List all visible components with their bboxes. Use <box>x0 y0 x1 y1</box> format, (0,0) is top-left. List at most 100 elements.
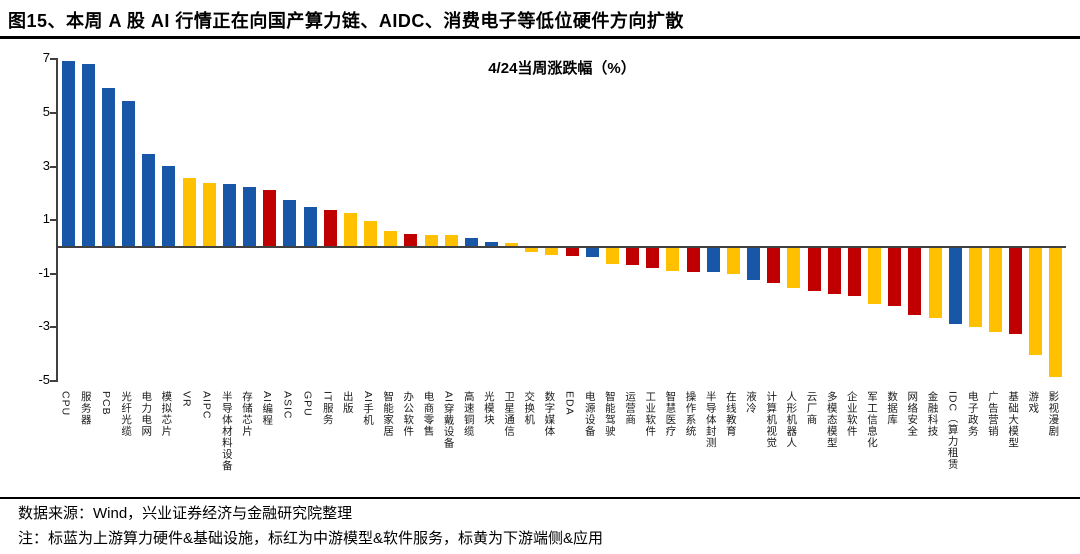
y-tick-label: 5 <box>42 104 50 119</box>
data-source-text: 数据来源：Wind，兴业证券经济与金融研究院整理 <box>18 505 353 522</box>
x-axis-label: 服务器 <box>79 391 92 426</box>
x-axis-label: 出版 <box>341 391 354 414</box>
bar <box>464 238 478 246</box>
x-axis-line <box>58 246 1066 248</box>
y-tick-label: -1 <box>38 264 50 280</box>
x-axis-label: 基础大模型 <box>1007 391 1020 449</box>
y-tick-mark <box>50 58 56 61</box>
bar <box>1009 248 1023 334</box>
bar <box>565 248 579 256</box>
bar <box>686 248 700 273</box>
x-axis-label: GPU <box>301 391 314 417</box>
bar <box>706 248 720 273</box>
bar <box>162 165 176 246</box>
bar <box>505 243 519 246</box>
title-divider <box>0 36 1080 39</box>
bar <box>605 248 619 265</box>
y-axis-line <box>56 58 58 382</box>
bar <box>182 177 196 246</box>
x-axis-label: 卫星通信 <box>503 391 516 437</box>
bar <box>101 87 115 246</box>
color-legend-note: 注：标蓝为上游算力硬件&基础设施，标红为中游模型&软件服务，标黄为下游端侧&应用 <box>18 530 604 547</box>
bar <box>868 248 881 305</box>
x-axis-label: AI手机 <box>362 391 374 426</box>
y-tick-mark <box>50 112 56 114</box>
bar <box>807 248 821 291</box>
bar <box>384 231 398 246</box>
x-axis-label: 军工信息化 <box>866 391 878 449</box>
y-tick-label: 1 <box>42 211 50 227</box>
bar <box>847 248 861 297</box>
bar <box>142 153 156 246</box>
x-axis-label: 智慧医疗 <box>664 391 677 437</box>
bar <box>303 207 317 246</box>
x-axis-label: 多模态模型 <box>825 391 838 449</box>
x-axis-label: 光模块 <box>482 391 495 426</box>
bar <box>484 242 498 246</box>
bar <box>888 248 902 306</box>
bar <box>626 248 640 266</box>
x-axis-label: VR <box>180 391 193 408</box>
x-axis-label: 办公软件 <box>402 391 415 437</box>
x-axis-label: 液冷 <box>745 391 757 414</box>
bar <box>525 248 539 252</box>
x-axis-label: 影视漫剧 <box>1047 391 1060 437</box>
bar <box>1049 248 1063 377</box>
x-axis-label: 高速铜缆 <box>462 391 475 437</box>
figure-title: 图15、本周 A 股 AI 行情正在向国产算力链、AIDC、消费电子等低位硬件方… <box>8 11 684 31</box>
bar-chart: 4/24当周涨跌幅（%） 7 5 3 1 -1 -3 -5 CPU 服务器 PCB 光纤光缆 电力电… <box>38 50 1066 472</box>
x-axis-label: IT服务 <box>321 391 334 426</box>
bar <box>666 248 680 271</box>
x-axis-label: 半导体封测 <box>704 391 717 449</box>
x-axis-label: AI穿戴设备 <box>442 391 455 449</box>
x-axis-label: ASIC <box>281 391 294 420</box>
bar <box>767 248 781 283</box>
bar <box>343 212 357 246</box>
bar <box>323 209 337 246</box>
bar <box>928 248 942 318</box>
x-axis-label: EDA <box>563 391 576 416</box>
chart-subtitle: 4/24当周涨跌幅（%） <box>488 60 636 77</box>
bar <box>202 183 216 246</box>
x-axis-label: 模拟芯片 <box>160 391 173 437</box>
y-tick-mark <box>50 272 56 275</box>
bar <box>424 235 438 246</box>
bar <box>726 248 740 274</box>
x-axis-label: AI编程 <box>261 391 274 426</box>
x-axis-label: 存储芯片 <box>241 391 253 437</box>
x-axis-label: 网络安全 <box>906 391 919 437</box>
y-tick-label: -5 <box>38 372 50 387</box>
x-axis-label: 人形机器人 <box>785 391 798 449</box>
x-axis-label: 智能驾驶 <box>603 391 616 437</box>
bar <box>585 248 599 258</box>
y-tick-label: 3 <box>42 157 50 173</box>
y-tick-label: -3 <box>38 318 50 334</box>
bar <box>545 248 559 255</box>
bar <box>283 200 297 246</box>
x-axis-label: 企业软件 <box>845 391 858 437</box>
x-axis-label: 广告营销 <box>986 391 999 437</box>
bar <box>988 248 1002 333</box>
x-axis-label: 计算机视觉 <box>765 391 778 449</box>
x-axis-label: 数字媒体 <box>543 391 556 437</box>
x-axis-label: 运营商 <box>624 391 637 426</box>
bar <box>404 233 418 246</box>
bar <box>948 248 962 325</box>
bar <box>61 61 75 246</box>
bar <box>646 248 660 269</box>
x-axis-label: 在线教育 <box>724 391 737 437</box>
x-axis-label: 游戏 <box>1027 391 1040 414</box>
x-axis-label: 金融科技 <box>926 391 939 437</box>
x-axis-label: AIPC <box>200 391 213 420</box>
x-axis-label: 电源设备 <box>583 391 596 437</box>
x-axis-label: 电商零售 <box>422 391 435 437</box>
x-axis-label: 智能家居 <box>382 391 395 437</box>
bar <box>444 235 458 246</box>
x-axis-label: 光纤光缆 <box>120 391 133 437</box>
x-axis-label: 电子政务 <box>966 391 979 437</box>
bar <box>787 248 801 289</box>
bar <box>122 101 136 246</box>
x-axis-label: 交换机 <box>523 391 536 426</box>
y-tick-mark <box>50 380 56 382</box>
